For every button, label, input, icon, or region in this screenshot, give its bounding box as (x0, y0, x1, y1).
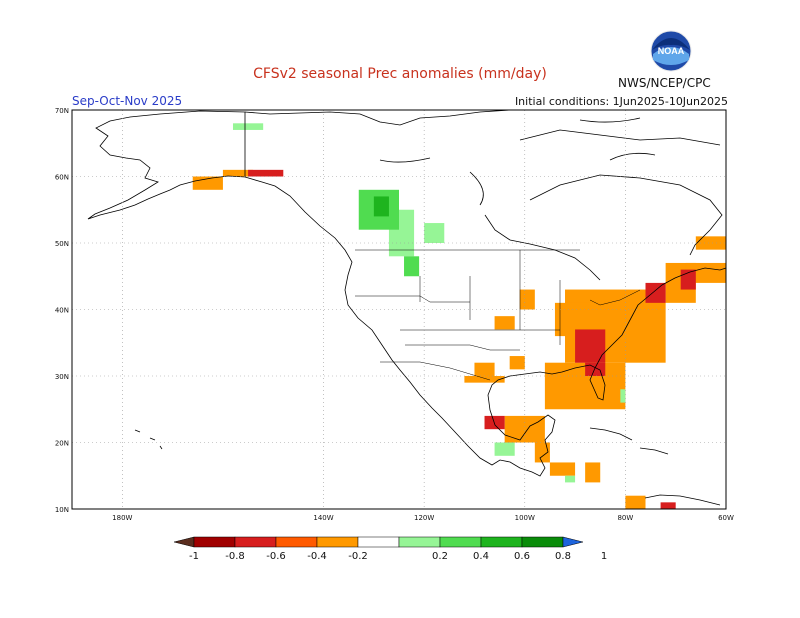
anomaly-cell-dry-strong (585, 362, 606, 376)
anomaly-cell-wet-moderate (404, 256, 420, 277)
colorbar-tick-labels: -1 -0.8 -0.6 -0.4 -0.2 0.2 0.4 0.6 0.8 1 (189, 551, 607, 562)
initial-conditions-label: Initial conditions: 1Jun2025-10Jun2025 (514, 95, 728, 108)
colorbar-swatch (275, 536, 318, 548)
anomaly-cell-dry-moderate (464, 376, 505, 383)
colorbar-tick-label: -0.4 (307, 551, 327, 562)
longitude-label: 80W (617, 514, 633, 522)
anomaly-cell-dry-moderate (519, 289, 535, 310)
latitude-label: 20N (55, 440, 69, 448)
colorbar-swatch (398, 536, 441, 548)
latitude-labels: 70N 60N 50N 40N 30N 20N 10N (55, 107, 69, 514)
anomaly-cell-wet-strong (373, 196, 389, 217)
anomaly-cell-dry-strong (575, 329, 606, 363)
map-gridlines (72, 110, 726, 509)
anomaly-cell-wet-light (424, 223, 445, 243)
anomaly-cell-wet-light (494, 442, 515, 456)
latitude-label: 40N (55, 307, 69, 315)
colorbar-swatch (439, 536, 482, 548)
longitude-label: 140W (313, 514, 333, 522)
anomaly-cell-dry-moderate (549, 462, 576, 476)
latitude-label: 70N (55, 107, 69, 115)
colorbar-tick-label: -0.8 (225, 551, 245, 562)
anomaly-cell-dry-moderate (474, 362, 495, 376)
anomaly-cell-wet-light (232, 123, 264, 130)
political-borders (355, 249, 641, 381)
anomaly-cell-dry-moderate (534, 442, 550, 463)
colorbar-tick-label: -1 (189, 551, 199, 562)
latitude-label: 60N (55, 174, 69, 182)
map-title: CFSv2 seasonal Prec anomalies (mm/day) (253, 66, 547, 82)
coastlines (87, 109, 727, 506)
latitude-label: 50N (55, 240, 69, 248)
anomaly-cell-wet-light (620, 389, 626, 403)
longitude-labels: 180W 140W 120W 100W 80W 60W (112, 514, 734, 522)
anomaly-cell-dry-moderate (695, 236, 726, 250)
colorbar-tick-label: 0.4 (473, 551, 489, 562)
colorbar-swatch (316, 536, 359, 548)
anomaly-cell-dry-moderate (494, 316, 515, 330)
season-label: Sep-Oct-Nov 2025 (72, 94, 183, 108)
colorbar-tick-label: -0.6 (266, 551, 286, 562)
colorbar-tick-label: 0.6 (514, 551, 530, 562)
colorbar-arrow-left (173, 536, 195, 548)
colorbar-tick-label: -0.2 (348, 551, 368, 562)
anomaly-cell-dry-moderate (625, 495, 646, 509)
anomaly-cell-dry-strong (248, 169, 284, 177)
longitude-label: 120W (414, 514, 434, 522)
colorbar-swatch (480, 536, 523, 548)
latitude-label: 10N (55, 506, 69, 514)
anomaly-cell-dry-moderate (222, 169, 254, 177)
map-frame (71, 109, 727, 510)
anomaly-cell-dry-moderate (585, 462, 601, 483)
longitude-label: 60W (718, 514, 734, 522)
colorbar-swatch (521, 536, 564, 548)
latitude-label: 30N (55, 373, 69, 381)
anomaly-cell-dry-strong (645, 282, 666, 303)
colorbar-tick-label: 1 (601, 551, 607, 562)
colorbar-swatch (357, 536, 400, 548)
colorbar-arrow-right (562, 536, 584, 548)
noaa-logo: NOAA (650, 30, 692, 76)
logo-text: NOAA (658, 46, 685, 56)
colorbar-swatches (173, 536, 584, 548)
agency-label: NWS/NCEP/CPC (618, 76, 711, 90)
anomaly-cell-dry-moderate (509, 356, 525, 370)
colorbar-swatch (193, 536, 236, 548)
colorbar-tick-label: 0.8 (555, 551, 571, 562)
anomaly-cell-dry-strong (660, 502, 676, 509)
colorbar-tick-label: 0.2 (432, 551, 448, 562)
longitude-label: 180W (112, 514, 132, 522)
colorbar-swatch (234, 536, 277, 548)
anomaly-cell-wet-light (565, 475, 576, 483)
longitude-label: 100W (515, 514, 535, 522)
